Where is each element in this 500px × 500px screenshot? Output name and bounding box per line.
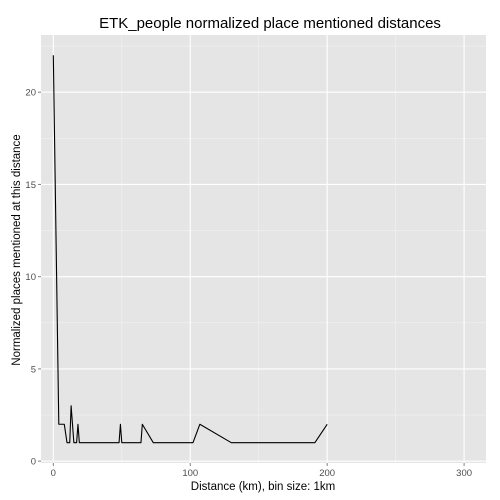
y-tick-label: 20	[25, 88, 36, 99]
y-tick-label: 0	[31, 457, 36, 468]
x-tick-label: 200	[319, 468, 335, 479]
x-axis-title: Distance (km), bin size: 1km	[191, 481, 335, 493]
y-axis-title: Normalized places mentioned at this dist…	[11, 134, 23, 365]
minor-gridlines	[41, 35, 486, 463]
major-gridlines	[41, 35, 486, 463]
x-tick-label: 0	[51, 468, 56, 479]
chart-title: ETK_people normalized place mentioned di…	[99, 15, 441, 32]
data-line	[52, 55, 328, 444]
y-tick-label: 5	[31, 364, 36, 375]
x-tick-label: 300	[456, 468, 472, 479]
x-tick-label: 100	[182, 468, 198, 479]
x-axis-ticks: 0 100 200 300	[51, 463, 472, 479]
y-tick-label: 15	[25, 180, 36, 191]
y-tick-label: 10	[25, 272, 36, 283]
y-axis-ticks: 0 5 10 15 20	[25, 88, 41, 468]
plot-panel	[41, 35, 486, 463]
